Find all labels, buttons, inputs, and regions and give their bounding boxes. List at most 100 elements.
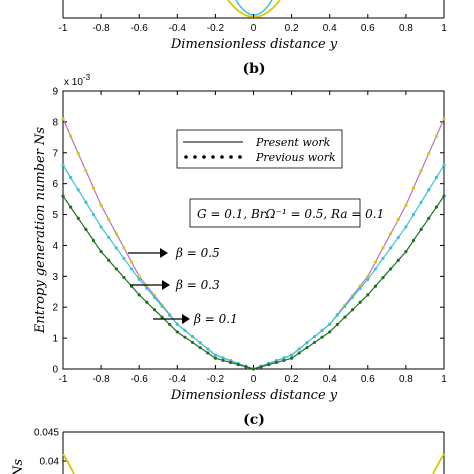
series-1-point xyxy=(152,295,157,299)
series-2-point xyxy=(229,360,233,365)
panel-c-x-tick-label: 1 xyxy=(441,374,447,385)
series-2-point xyxy=(114,267,118,271)
panel-c-y-tick-label: 7 xyxy=(52,148,58,159)
series-0-point xyxy=(389,232,393,236)
series-1-point xyxy=(290,353,294,357)
series-1-point xyxy=(160,304,164,308)
series-2-point xyxy=(236,363,240,367)
series-1-point xyxy=(297,347,301,351)
series-2-point xyxy=(91,238,96,243)
series-1-point xyxy=(381,256,385,261)
series-2-point xyxy=(190,340,195,345)
series-0-point xyxy=(381,246,385,250)
parameter-box-text: G = 0.1, BrΩ⁻¹ = 0.5, Ra = 0.1 xyxy=(197,207,384,221)
series-0-point xyxy=(411,186,416,190)
panel-c-x-tick-label: -1 xyxy=(59,374,68,385)
panel-c-y-tick-label: 1 xyxy=(52,334,58,345)
series-2-point xyxy=(145,300,149,304)
panel-b-x-tick-label: -0.6 xyxy=(131,23,149,34)
series-1-point xyxy=(434,175,438,180)
series-1-point xyxy=(91,212,96,217)
series-2-point xyxy=(251,367,256,371)
series-1-point xyxy=(305,341,309,345)
series-2-point xyxy=(381,275,385,280)
series-0-point xyxy=(76,151,80,155)
series-2-point xyxy=(76,216,80,220)
series-1-point xyxy=(343,304,347,308)
series-0-point xyxy=(91,186,96,190)
series-1-point xyxy=(84,200,88,204)
series-0-point xyxy=(61,117,65,121)
series-1-point xyxy=(213,353,217,357)
series-2-point xyxy=(137,293,141,297)
panel-b-x-tick-label: 0.4 xyxy=(323,23,337,34)
series-2-point xyxy=(267,363,271,367)
series-2-point xyxy=(328,330,332,334)
legend-present-label: Present work xyxy=(255,136,331,149)
series-2-point xyxy=(290,356,294,360)
panel-c-y-scale-label: x 10-3 xyxy=(64,73,91,88)
series-1-point xyxy=(137,277,141,282)
series-2-point xyxy=(396,258,400,262)
panel-c-y-axis-title: Entropy generation number Ns xyxy=(33,127,48,334)
legend-dot xyxy=(220,155,224,159)
series-2-point xyxy=(175,330,179,334)
series-1-point xyxy=(198,341,202,345)
series-2-point xyxy=(107,258,111,262)
panel-c-x-tick-label: 0.4 xyxy=(323,374,337,385)
panel-b-x-tick-label: 0.2 xyxy=(285,23,299,34)
series-1-point xyxy=(389,246,393,250)
panel-c-x-tick-label: -0.6 xyxy=(131,374,149,385)
panel-c-x-tick-label: 0 xyxy=(251,374,257,385)
series-0-point xyxy=(373,260,378,264)
legend-dot xyxy=(202,155,206,159)
series-1-point xyxy=(427,188,431,192)
legend-previous-label: Previous work xyxy=(255,151,336,164)
legend-dot xyxy=(229,155,233,159)
panel-c-label: (c) xyxy=(243,412,265,428)
series-1-point xyxy=(328,322,332,326)
series-2-point xyxy=(350,308,355,312)
series-0-point xyxy=(427,151,431,155)
series-1-point xyxy=(190,334,195,339)
panel-c-y-tick-label: 3 xyxy=(52,272,58,283)
series-1-point xyxy=(168,313,172,317)
panel-b-label: (b) xyxy=(242,61,265,77)
panel-c-y-tick-label: 8 xyxy=(52,117,58,128)
series-0-point xyxy=(434,134,438,138)
series-1-point xyxy=(221,356,225,360)
series-1-point xyxy=(419,200,423,204)
panel-d: 0.04 0.045 Ns xyxy=(11,428,445,474)
annotation-beta-0-3-text: β = 0.3 xyxy=(175,278,220,292)
series-2-point xyxy=(366,293,370,297)
series-1-point xyxy=(442,163,446,167)
series-2-point xyxy=(221,358,225,362)
series-2-point xyxy=(213,356,217,360)
panel-d-curve-left xyxy=(62,453,75,474)
series-0-point xyxy=(419,169,423,173)
series-2-point xyxy=(183,335,187,339)
panel-c: x 10-3 -1 -0.8 -0.6 -0.4 -0.2 0 0.2 0.4 0.6 0.8 1 … xyxy=(33,73,447,428)
series-1-point xyxy=(366,277,370,282)
series-0-point xyxy=(114,232,118,236)
series-2-point xyxy=(419,227,423,231)
series-2-point xyxy=(411,238,416,243)
panel-b-x-tick-label: 0.6 xyxy=(361,23,375,34)
series-1-point xyxy=(107,235,111,240)
series-0-point xyxy=(69,134,73,138)
series-1-point xyxy=(145,286,149,290)
panel-c-y-tick-label: 4 xyxy=(52,241,58,252)
series-1-point xyxy=(76,188,80,192)
series-1-point xyxy=(373,267,378,271)
series-2-point xyxy=(320,335,324,339)
panel-c-y-tick-label: 6 xyxy=(52,179,58,190)
series-1-point xyxy=(411,212,416,217)
series-1-point xyxy=(175,322,179,326)
annotation-beta-0-5-text: β = 0.5 xyxy=(175,246,220,260)
panel-d-y-tick-label: 0.045 xyxy=(34,428,59,439)
series-2-point xyxy=(343,315,347,319)
series-2-point xyxy=(122,275,126,280)
series-1-point xyxy=(183,328,187,332)
panel-c-y-tick-label: 2 xyxy=(52,303,58,314)
series-0-point xyxy=(84,169,88,173)
